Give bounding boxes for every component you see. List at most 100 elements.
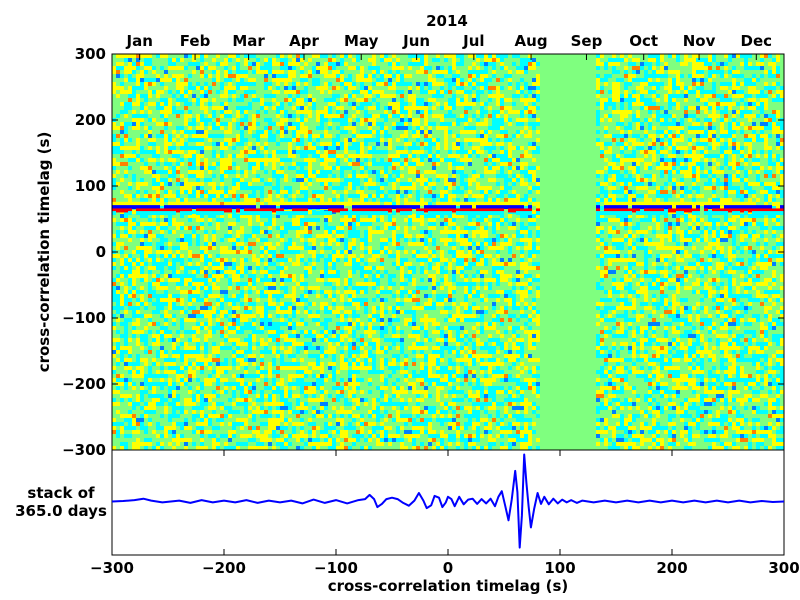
heatmap-cell (316, 286, 320, 290)
heatmap-cell (156, 250, 160, 254)
heatmap-cell (276, 438, 280, 442)
heatmap-cell (296, 382, 300, 386)
heatmap-cell (248, 78, 252, 82)
heatmap-cell (128, 278, 132, 282)
heatmap-cell (192, 58, 196, 62)
heatmap-cell (420, 382, 424, 386)
heatmap-cell (284, 386, 288, 390)
heatmap-cell (332, 442, 336, 446)
heatmap-cell (280, 442, 284, 446)
heatmap-cell (276, 370, 280, 374)
heatmap-cell (412, 410, 416, 414)
heatmap-cell (124, 342, 128, 346)
heatmap-cell (208, 358, 212, 362)
heatmap-cell (432, 358, 436, 362)
heatmap-cell (168, 218, 172, 222)
heatmap-cell (192, 266, 196, 270)
heatmap-cell (132, 310, 136, 314)
heatmap-cell (440, 366, 444, 370)
heatmap-cell (332, 426, 336, 430)
heatmap-cell (204, 98, 208, 102)
heatmap-cell (432, 330, 436, 334)
heatmap-cell (260, 178, 264, 182)
heatmap-cell (124, 78, 128, 82)
heatmap-cell (172, 346, 176, 350)
heatmap-cell (436, 150, 440, 154)
heatmap-cell (240, 246, 244, 250)
heatmap-cell (196, 446, 200, 450)
heatmap-cell (172, 158, 176, 162)
heatmap-cell (260, 434, 264, 438)
heatmap-cell (312, 386, 316, 390)
heatmap-cell (132, 126, 136, 130)
heatmap-cell (284, 246, 288, 250)
heatmap-cell (364, 350, 368, 354)
heatmap-cell (156, 310, 160, 314)
heatmap-cell (112, 242, 116, 246)
heatmap-cell (276, 102, 280, 106)
heatmap-cell (332, 150, 336, 154)
heatmap-cell (388, 138, 392, 142)
heatmap-cell (336, 258, 340, 262)
heatmap-cell (268, 322, 272, 326)
heatmap-cell (180, 130, 184, 134)
heatmap-cell (208, 310, 212, 314)
heatmap-cell (120, 138, 124, 142)
heatmap-cell (112, 298, 116, 302)
heatmap-cell (192, 394, 196, 398)
heatmap-cell (328, 170, 332, 174)
heatmap-cell (412, 342, 416, 346)
heatmap-cell (292, 86, 296, 90)
heatmap-cell (136, 186, 140, 190)
heatmap-cell (164, 182, 168, 186)
heatmap-cell (320, 194, 324, 198)
heatmap-cell (408, 54, 412, 58)
heatmap-cell (296, 230, 300, 234)
heatmap-cell (180, 90, 184, 94)
heatmap-cell (360, 282, 364, 286)
heatmap-cell (132, 230, 136, 234)
heatmap-cell (428, 134, 432, 138)
heatmap-cell (272, 294, 276, 298)
heatmap-cell (272, 346, 276, 350)
heatmap-cell (404, 390, 408, 394)
heatmap-cell (332, 446, 336, 450)
heatmap-cell (176, 406, 180, 410)
heatmap-cell (172, 318, 176, 322)
heatmap-cell (412, 254, 416, 258)
heatmap-cell (340, 70, 344, 74)
heatmap-cell (196, 138, 200, 142)
heatmap-cell (188, 126, 192, 130)
heatmap-cell (300, 190, 304, 194)
heatmap-cell (224, 166, 228, 170)
heatmap-cell (400, 262, 404, 266)
heatmap-cell (396, 326, 400, 330)
heatmap-cell (292, 334, 296, 338)
heatmap-cell (164, 310, 168, 314)
heatmap-cell (284, 258, 288, 262)
heatmap-cell (188, 438, 192, 442)
heatmap-cell (412, 306, 416, 310)
heatmap-cell (236, 242, 240, 246)
heatmap-cell (296, 410, 300, 414)
heatmap-cell (308, 162, 312, 166)
heatmap-cell (404, 446, 408, 450)
heatmap-cell (296, 178, 300, 182)
heatmap-cell (236, 314, 240, 318)
heatmap-cell (252, 414, 256, 418)
heatmap-cell (212, 126, 216, 130)
heatmap-cell (340, 314, 344, 318)
heatmap-cell (116, 254, 120, 258)
heatmap-cell (388, 282, 392, 286)
heatmap-cell (160, 54, 164, 58)
heatmap-cell (320, 158, 324, 162)
heatmap-cell (208, 294, 212, 298)
heatmap-cell (432, 362, 436, 366)
heatmap-cell (372, 338, 376, 342)
heatmap-cell (260, 394, 264, 398)
heatmap-cell (424, 114, 428, 118)
heatmap-cell (236, 214, 240, 218)
heatmap-cell (180, 142, 184, 146)
heatmap-cell (256, 226, 260, 230)
heatmap-cell (228, 122, 232, 126)
